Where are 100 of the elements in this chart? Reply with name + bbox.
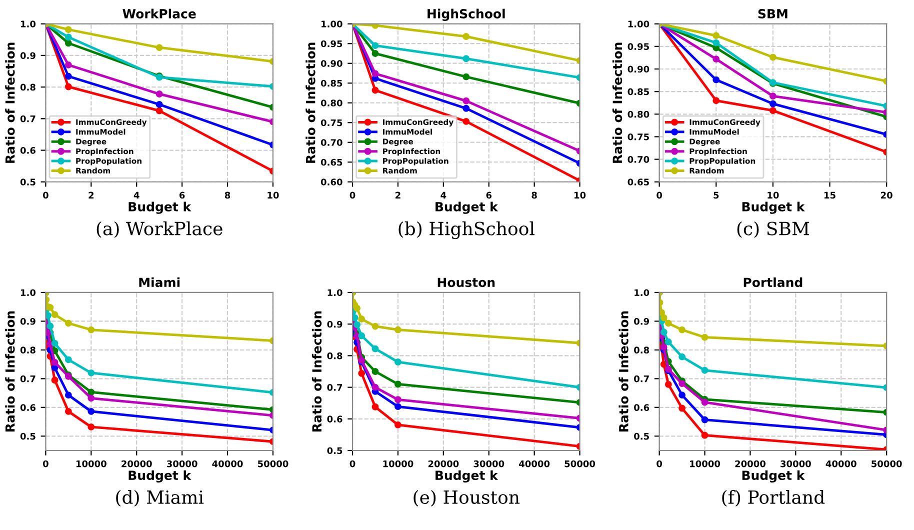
text: (e) Houston [414, 490, 520, 507]
y-tick-label: 0.7 [20, 115, 36, 122]
y-tick-label: 1.0 [634, 289, 650, 296]
x-tick-label: 0 [42, 460, 48, 468]
y-tick-label: 0.70 [320, 139, 342, 146]
y-tick-label: 0.95 [320, 40, 342, 48]
y-tick-label: 0.65 [628, 178, 649, 186]
text: (c) SBM [737, 221, 810, 238]
x-tick-label: 10000 [76, 460, 106, 468]
y-tick-label: 0.9 [20, 318, 36, 325]
y-tick-label: 0.7 [327, 384, 342, 391]
y-tick-label: 0.6 [327, 416, 342, 422]
x-axis-title: Budget k [128, 202, 192, 214]
text: (f) Portland [722, 490, 825, 507]
y-tick-label: 0.5 [20, 432, 36, 440]
chart-title: Miami [139, 277, 180, 288]
x-tick-label: 2 [88, 192, 94, 198]
y-tick-label: 0.5 [634, 432, 649, 440]
y-tick-label: 1.00 [628, 20, 650, 28]
x-tick-label: 4 [440, 192, 446, 198]
x-tick-label: 20 [881, 192, 892, 199]
x-tick-label: 10000 [690, 460, 720, 468]
y-axis-title: Ratio of Infection [612, 42, 622, 163]
y-tick-label: 0.70 [628, 156, 650, 163]
x-tick-label: 6 [179, 192, 185, 199]
x-tick-label: 5 [714, 192, 719, 199]
x-tick-label: 40000 [212, 460, 243, 468]
x-tick-label: 8 [532, 192, 537, 199]
x-tick-label: 2 [396, 192, 400, 198]
y-tick-label: 0.80 [628, 110, 650, 118]
x-axis-title: Budget k [436, 470, 498, 483]
y-tick-label: 0.5 [20, 178, 36, 186]
y-axis-title: Ratio of Infection [306, 42, 316, 163]
y-tick-label: 1.0 [21, 20, 36, 28]
y-tick-label: 1.0 [21, 289, 36, 296]
x-tick-label: 30000 [166, 460, 198, 468]
x-tick-label: 10 [574, 192, 586, 199]
x-axis-title: Budget k [436, 202, 498, 214]
x-axis-title: Budget k [128, 470, 192, 483]
x-axis-title: Budget k [742, 202, 805, 214]
chart-title: Portland [744, 277, 802, 288]
chart-title: HighSchool [428, 8, 505, 21]
y-tick-label: 0.8 [327, 352, 342, 360]
text: (b) HighSchool [398, 221, 534, 240]
x-tick-label: 50000 [258, 460, 288, 468]
x-tick-label: 50000 [872, 460, 902, 468]
x-tick-label: 30000 [474, 460, 504, 468]
x-axis-title: Budget k [742, 470, 805, 483]
y-tick-label: 0.5 [327, 447, 342, 454]
y-tick-label: 0.75 [320, 119, 342, 126]
y-tick-label: 0.7 [20, 375, 36, 382]
x-tick-label: 4 [134, 192, 140, 198]
chart-title: SBM [758, 9, 788, 18]
y-tick-label: 0.9 [327, 320, 342, 328]
x-tick-label: 6 [486, 192, 492, 199]
y-tick-label: 0.75 [628, 133, 649, 140]
y-tick-label: 0.8 [20, 346, 36, 354]
y-tick-label: 0.6 [634, 404, 650, 411]
x-tick-label: 40000 [519, 460, 550, 468]
y-tick-label: 0.6 [20, 404, 36, 411]
y-tick-label: 0.8 [20, 84, 36, 91]
y-axis-title: Ratio of Infection [312, 311, 322, 432]
x-tick-label: 50000 [564, 460, 596, 468]
x-tick-label: 40000 [826, 460, 856, 468]
y-tick-label: 0.85 [320, 80, 342, 87]
y-tick-label: 0.90 [628, 66, 650, 73]
x-tick-label: 20000 [428, 460, 459, 468]
y-tick-label: 0.90 [320, 60, 342, 67]
y-tick-label: 0.6 [20, 146, 36, 154]
text: (d) Miami [116, 490, 204, 507]
chart-title: WorkPlace [122, 8, 196, 18]
y-tick-label: 0.60 [320, 178, 342, 186]
y-tick-label: 0.9 [634, 318, 650, 325]
x-tick-label: 8 [224, 192, 230, 199]
y-tick-label: 0.80 [320, 100, 342, 106]
y-axis-title: Ratio of Infection [5, 311, 15, 432]
x-tick-label: 20000 [122, 460, 152, 468]
x-tick-label: 10 [768, 192, 779, 199]
y-tick-label: 0.85 [628, 88, 649, 96]
x-tick-label: 0 [656, 460, 662, 468]
x-tick-label: 0 [656, 192, 662, 199]
x-tick-label: 15 [824, 192, 836, 199]
y-axis-title: Ratio of Infection [5, 42, 15, 163]
x-tick-label: 0 [350, 460, 356, 468]
x-tick-label: 30000 [780, 460, 811, 468]
x-tick-label: 20000 [735, 460, 766, 468]
y-tick-label: 0.65 [320, 158, 342, 166]
y-axis-title: Ratio of Infection [618, 311, 628, 432]
chart-title: Houston [438, 278, 495, 288]
y-tick-label: 1.0 [328, 289, 342, 296]
x-tick-label: 10 [268, 192, 279, 199]
y-tick-label: 0.95 [628, 43, 649, 50]
x-tick-label: 10000 [383, 460, 414, 468]
x-tick-label: 0 [350, 192, 356, 199]
x-tick-label: 0 [42, 192, 48, 199]
y-tick-label: 1.00 [322, 20, 342, 28]
y-tick-label: 0.8 [634, 346, 650, 354]
y-tick-label: 0.7 [634, 375, 649, 382]
y-tick-label: 0.9 [20, 52, 36, 60]
text: (a) WorkPlace [96, 221, 222, 238]
